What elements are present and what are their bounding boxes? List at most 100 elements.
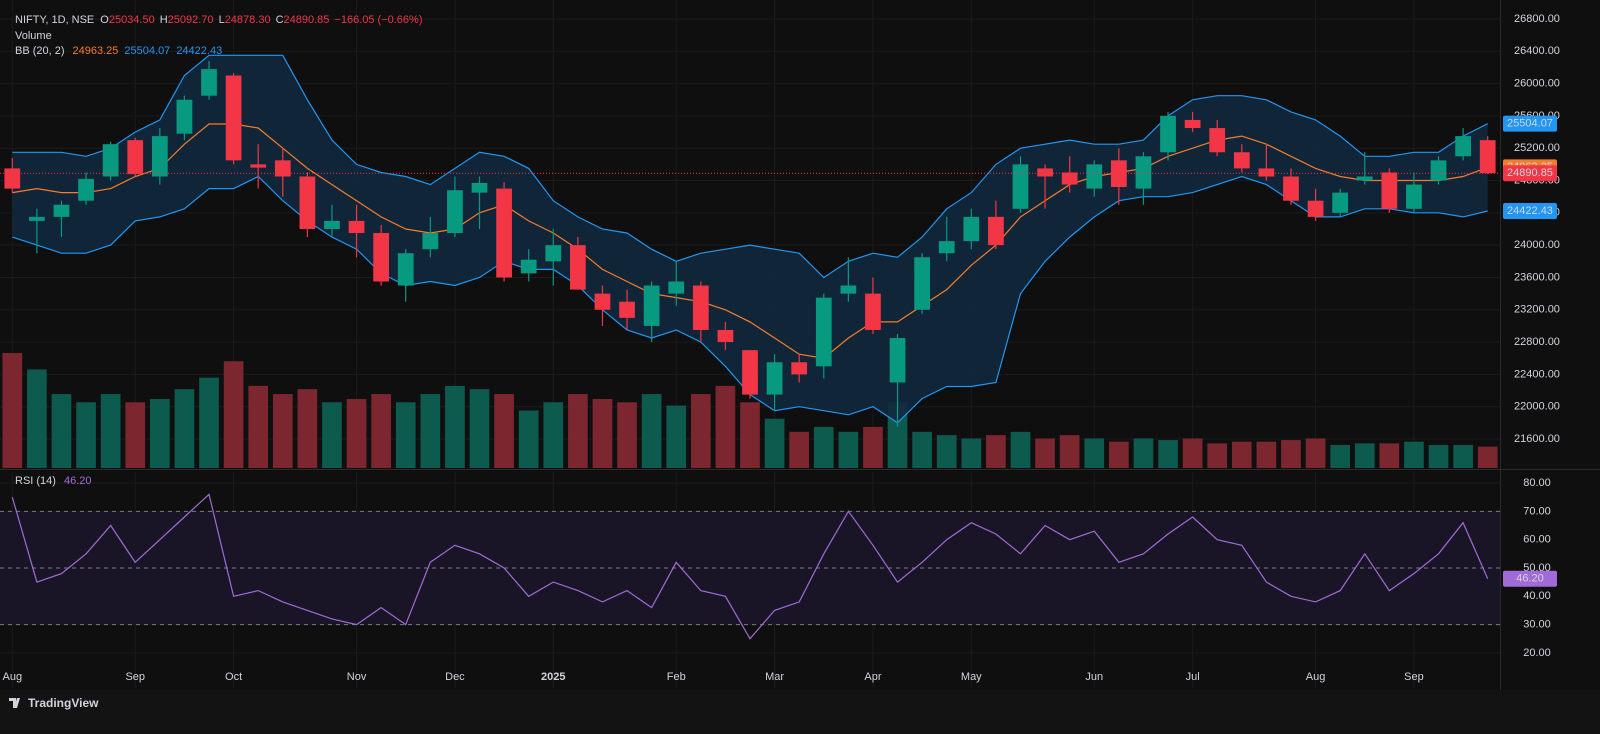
rsi-last-tag-bg [1503, 570, 1557, 587]
volume-bar [395, 402, 416, 468]
volume-bar [1453, 445, 1473, 468]
x-tick-label: Jul [1186, 671, 1200, 683]
footer-bar [0, 690, 1600, 734]
x-tick-label: Nov [347, 671, 367, 683]
volume-bar [27, 369, 47, 468]
candle-body [1283, 176, 1299, 201]
ohlc-key: C [276, 14, 284, 26]
volume-bar [592, 399, 613, 468]
candle-body [914, 257, 930, 310]
ohlc-key: L [219, 14, 225, 26]
candle-body [570, 245, 586, 290]
volume-bar [1256, 441, 1277, 468]
volume-bar [125, 402, 146, 468]
candle-body [176, 99, 193, 134]
y-tick-label: 22000.00 [1514, 401, 1560, 413]
bb-lower-tag-bg [1503, 203, 1557, 220]
candle-body [1184, 119, 1201, 129]
volume-bar [1084, 438, 1105, 468]
ohlc-value: 24890.85 [284, 14, 330, 26]
ohlc-key: O [100, 14, 109, 26]
rsi-title: RSI (14) [15, 475, 56, 487]
candle-body [1160, 115, 1176, 153]
candle-body [4, 168, 21, 189]
candle-body [447, 190, 463, 234]
bb-lower-tag: 24422.43 [1507, 205, 1553, 217]
candle-body [1307, 200, 1324, 217]
x-tick-label: Sep [125, 671, 145, 683]
x-tick-label: Apr [864, 671, 881, 683]
volume-bar [371, 394, 391, 468]
candle-body [299, 176, 316, 229]
volume-bar [961, 438, 982, 468]
candle-body [29, 216, 45, 221]
y-tick-label: 23600.00 [1514, 271, 1560, 283]
candle-body [1233, 152, 1250, 169]
candle-body [692, 285, 709, 330]
volume-bar [51, 394, 72, 468]
volume-bar [100, 394, 121, 468]
volume-bar [568, 394, 588, 468]
y-tick-label: 40.00 [1523, 590, 1551, 602]
volume-bar [1379, 443, 1400, 468]
bb-upper-value: 25504.07 [124, 45, 170, 57]
y-tick-label: 26000.00 [1514, 78, 1560, 90]
candle-body [348, 220, 365, 234]
candle-body [619, 301, 635, 318]
candle-body [742, 350, 758, 395]
candle-body [717, 329, 734, 343]
ohlc-value: 25034.50 [109, 14, 155, 26]
y-tick-label: 80.00 [1523, 477, 1551, 489]
rsi-value: 46.20 [64, 475, 92, 487]
volume-bar [199, 377, 219, 468]
volume-bar [715, 385, 736, 468]
candle-body [766, 362, 783, 395]
change: −166.05 (−0.66%) [334, 14, 422, 26]
last-price-tag-bg [1503, 165, 1557, 182]
volume-bar [1207, 443, 1228, 468]
tradingview-logo: TradingView [9, 696, 99, 710]
volume-bar [912, 431, 932, 468]
x-tick-label: 2025 [541, 671, 565, 683]
volume-bar [666, 405, 687, 468]
volume-bar [322, 402, 342, 468]
y-tick-label: 22400.00 [1514, 368, 1560, 380]
candle-body [274, 160, 291, 177]
candle-body [1061, 172, 1078, 185]
ohlc-value: 25092.70 [168, 14, 214, 26]
volume-bar [1158, 440, 1178, 468]
candle-body [1037, 168, 1053, 177]
volume-bar [223, 361, 244, 468]
volume-bar [150, 399, 170, 468]
candle-body [1455, 136, 1471, 157]
y-tick-label: 23200.00 [1514, 304, 1560, 316]
ohlc-key: H [160, 14, 168, 26]
volume-bar [420, 394, 441, 468]
candle-body [373, 233, 390, 282]
candle-body [1135, 156, 1152, 189]
candle-body [397, 253, 414, 286]
volume-bar [863, 426, 883, 468]
candle-body [471, 182, 488, 193]
candle-body [1209, 128, 1226, 153]
volume-bar [1330, 445, 1350, 468]
candle-body [545, 245, 562, 262]
candle-body [889, 338, 906, 383]
candle-body [840, 285, 857, 294]
volume-bar [346, 399, 367, 468]
x-tick-label: Aug [3, 671, 23, 683]
candle-body [1086, 164, 1103, 189]
y-tick-label: 25200.00 [1514, 142, 1560, 154]
candle-body [791, 362, 808, 375]
volume-bar [76, 402, 96, 468]
candle-body [963, 216, 980, 242]
x-tick-label: May [961, 671, 982, 683]
header: NIFTY, 1D, NSE O25034.50 H25092.70 L24878.3… [15, 14, 423, 26]
volume-bar [1281, 440, 1301, 468]
candle-body [815, 297, 832, 367]
bb-middle-line [12, 123, 1488, 359]
volume-bar [838, 431, 859, 468]
volume-bar [543, 402, 564, 468]
volume-bar [1354, 443, 1375, 468]
